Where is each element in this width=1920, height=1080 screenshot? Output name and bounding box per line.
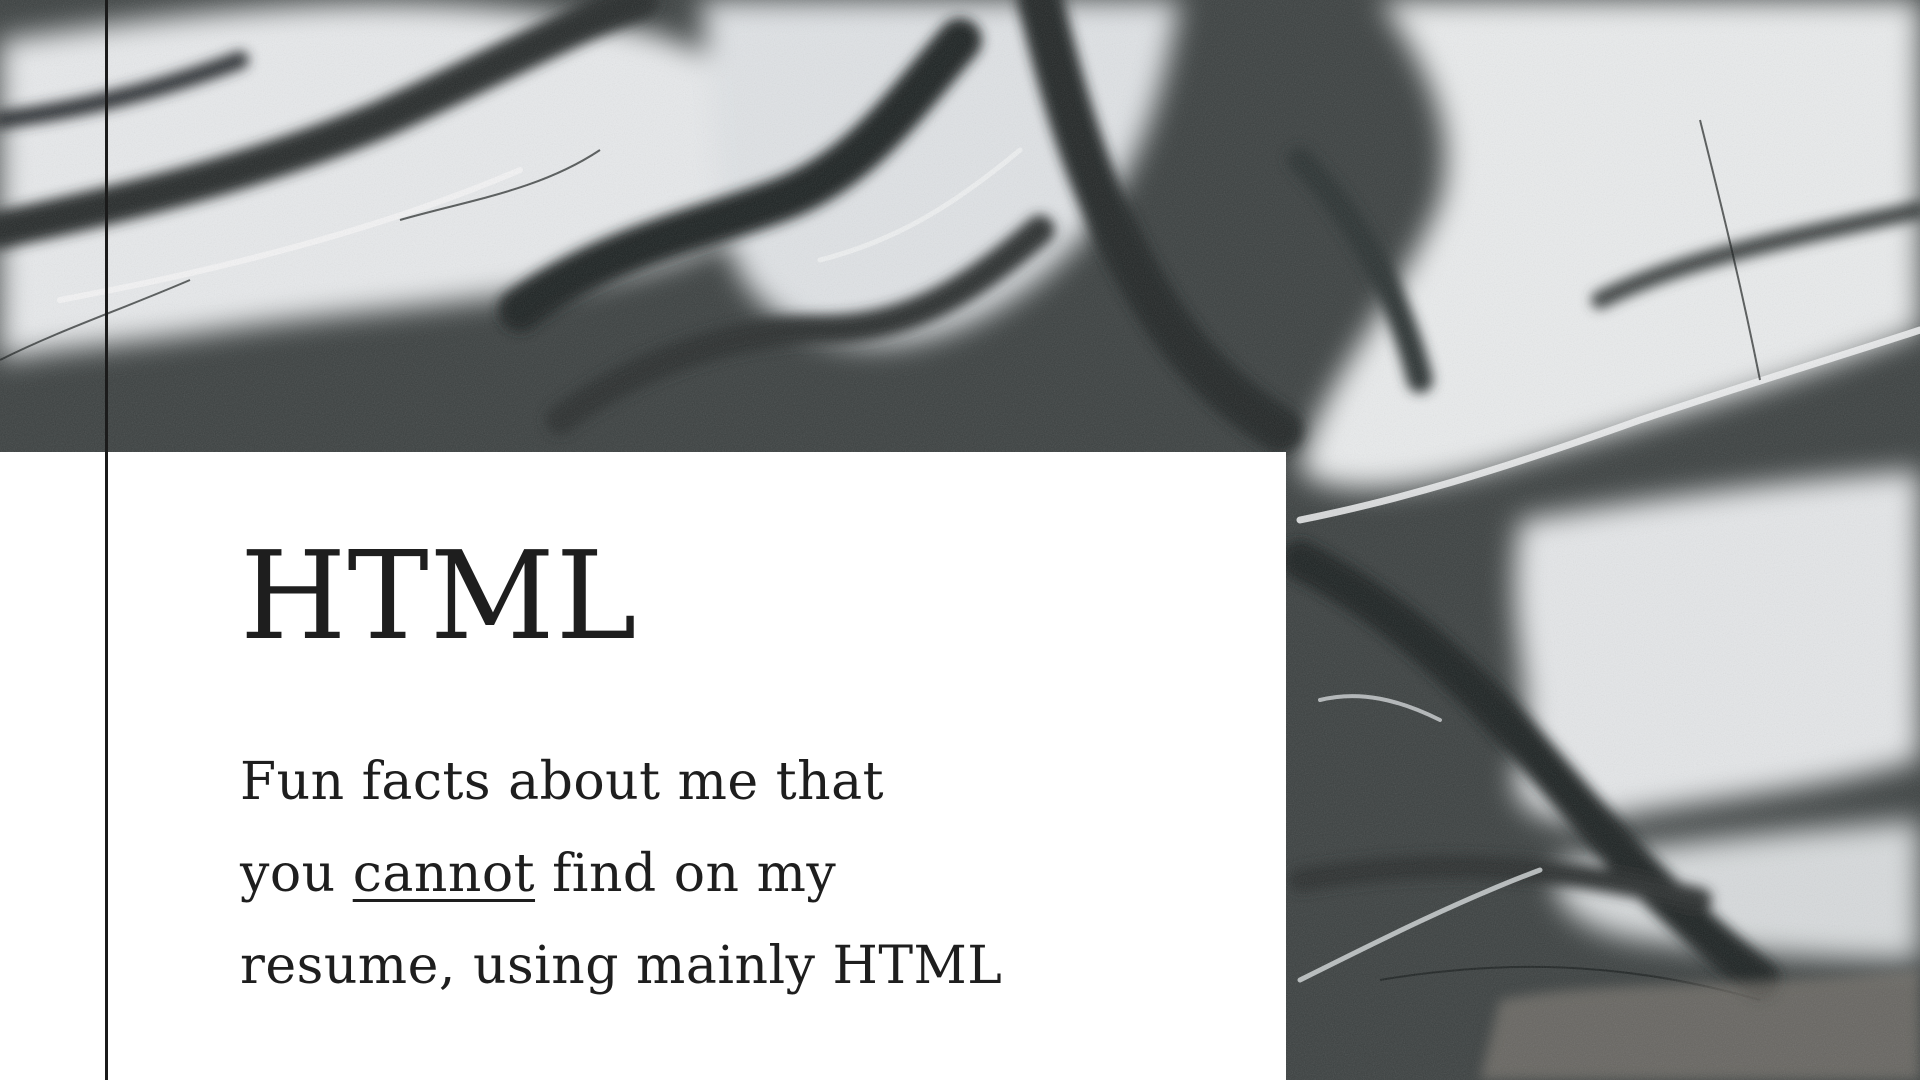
- content-card: [0, 452, 1286, 1080]
- subtitle-line-2-end: find on my: [552, 844, 837, 904]
- subtitle-line-1: Fun facts about me that: [240, 752, 884, 812]
- subtitle-line-3: resume, using mainly HTML: [240, 936, 1003, 996]
- page-title: HTML: [240, 525, 638, 667]
- vertical-divider-line: [105, 0, 108, 1080]
- subtitle: Fun facts about me that you cannot find …: [240, 736, 1060, 1012]
- cannot-link[interactable]: cannot: [352, 844, 536, 904]
- subtitle-line-2-start: you: [240, 844, 336, 904]
